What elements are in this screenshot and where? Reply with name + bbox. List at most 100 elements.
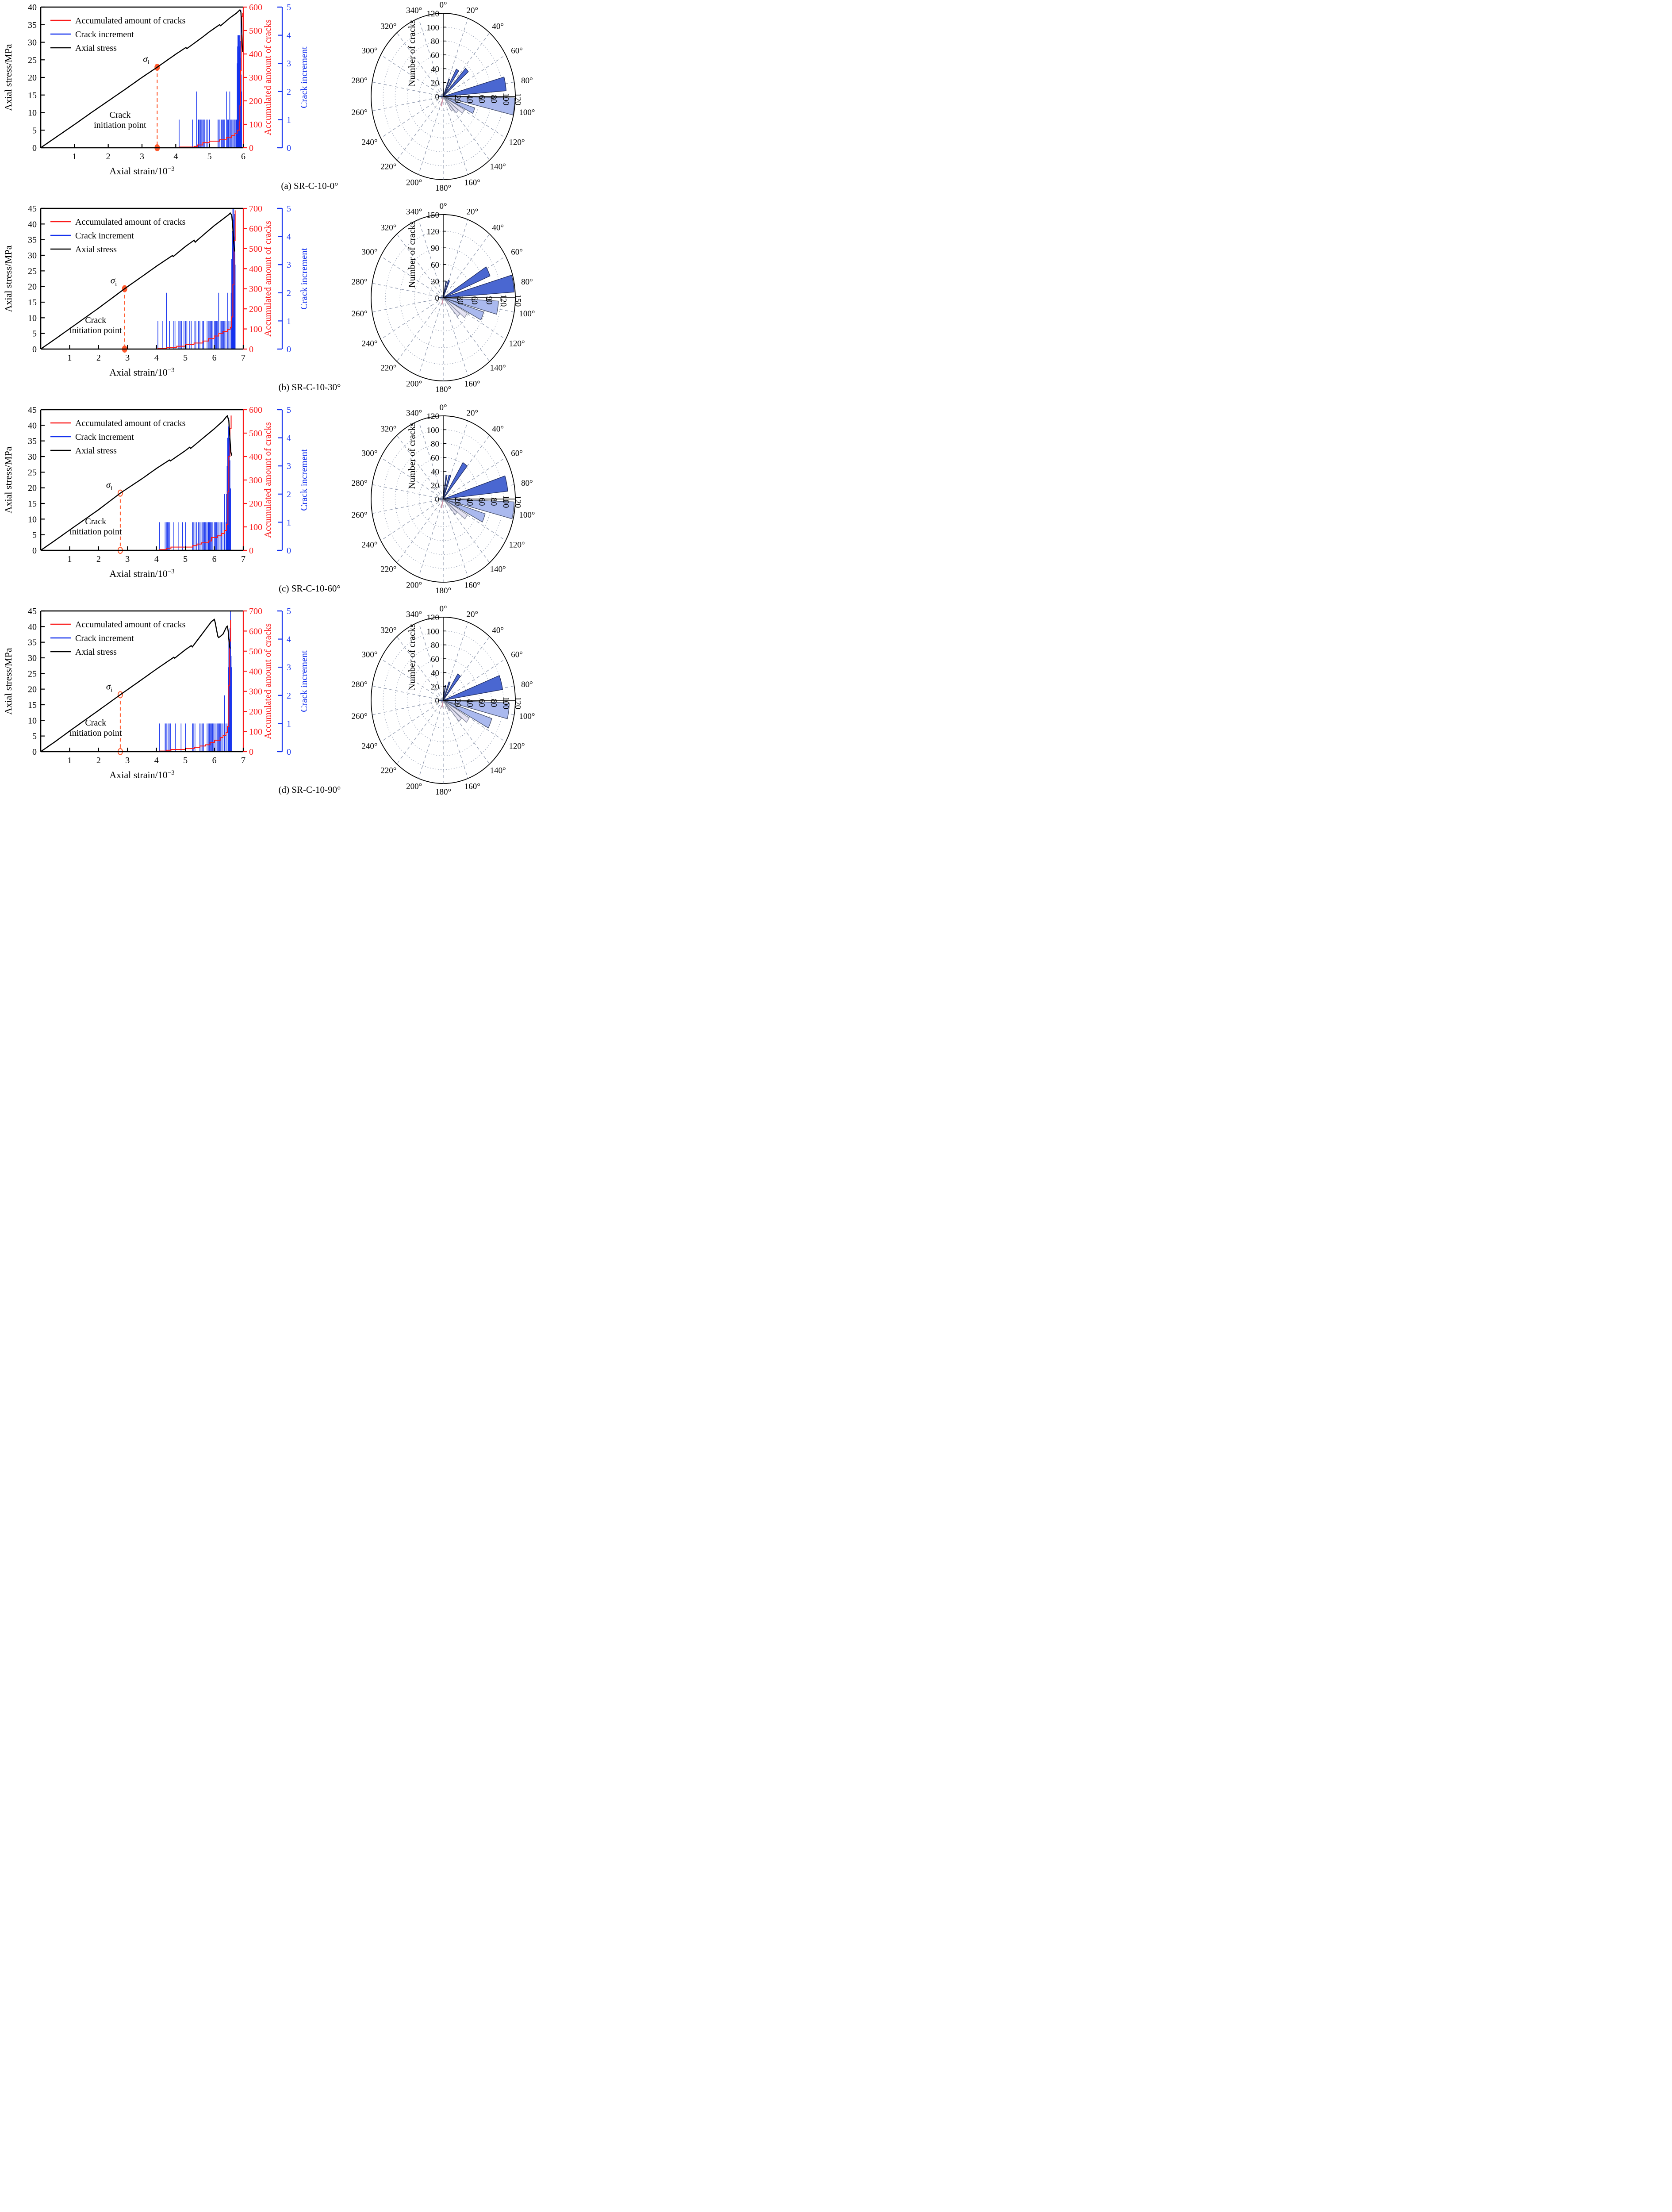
svg-text:20°: 20° [466, 207, 478, 217]
svg-text:240°: 240° [361, 138, 377, 147]
svg-text:60: 60 [431, 453, 439, 463]
svg-text:Accumulated amount of cracks: Accumulated amount of cracks [262, 19, 273, 135]
svg-text:180°: 180° [435, 787, 451, 796]
svg-text:400: 400 [249, 667, 262, 676]
svg-text:120°: 120° [509, 741, 525, 751]
svg-text:180°: 180° [435, 385, 451, 393]
svg-text:120: 120 [513, 93, 522, 106]
svg-text:600: 600 [249, 224, 262, 234]
svg-text:0: 0 [249, 546, 253, 556]
svg-text:0: 0 [32, 345, 37, 354]
svg-text:40°: 40° [492, 223, 504, 233]
caption-d: (d) SR-C-10-90° [278, 784, 341, 795]
svg-text:5: 5 [287, 607, 291, 616]
svg-text:0: 0 [435, 495, 440, 504]
svg-text:0: 0 [249, 143, 253, 153]
svg-text:0: 0 [435, 92, 440, 102]
svg-text:15: 15 [28, 91, 37, 100]
svg-text:5: 5 [32, 126, 37, 135]
svg-text:700: 700 [249, 204, 262, 214]
svg-text:80: 80 [489, 95, 499, 104]
svg-text:1: 1 [72, 152, 77, 161]
svg-text:40: 40 [28, 3, 37, 12]
svg-text:240°: 240° [361, 540, 377, 549]
svg-text:7: 7 [241, 554, 245, 564]
svg-text:600: 600 [249, 3, 262, 12]
svg-text:0°: 0° [439, 1, 447, 10]
svg-text:0: 0 [249, 345, 253, 354]
svg-text:4: 4 [287, 31, 291, 41]
svg-text:40: 40 [431, 467, 439, 476]
svg-text:4: 4 [154, 756, 159, 765]
svg-text:300°: 300° [361, 46, 377, 56]
svg-text:Accumulated amount of cracks: Accumulated amount of cracks [262, 623, 273, 739]
svg-text:2: 2 [287, 691, 291, 701]
caption-c: (c) SR-C-10-60° [279, 583, 341, 594]
svg-text:5: 5 [287, 405, 291, 415]
svg-text:340°: 340° [406, 409, 422, 418]
svg-text:1: 1 [287, 518, 291, 527]
svg-text:4: 4 [173, 152, 178, 161]
svg-text:0°: 0° [439, 605, 447, 614]
svg-text:120°: 120° [509, 540, 525, 549]
svg-text:40: 40 [431, 65, 439, 74]
svg-text:5: 5 [183, 756, 188, 765]
svg-text:220°: 220° [380, 162, 396, 171]
svg-text:Crack increment: Crack increment [75, 30, 134, 39]
svg-text:90: 90 [431, 244, 439, 253]
svg-text:160°: 160° [464, 379, 480, 388]
svg-text:10: 10 [28, 515, 37, 524]
svg-text:Axial stress/MPa: Axial stress/MPa [3, 446, 14, 513]
svg-text:200: 200 [249, 707, 262, 717]
svg-text:100°: 100° [519, 712, 535, 721]
svg-text:160°: 160° [464, 782, 480, 791]
svg-text:Axial stress/MPa: Axial stress/MPa [3, 245, 14, 312]
svg-text:40: 40 [28, 622, 37, 632]
svg-text:160°: 160° [464, 580, 480, 590]
svg-text:500: 500 [249, 429, 262, 438]
svg-text:60: 60 [477, 699, 487, 707]
svg-text:30: 30 [431, 277, 439, 286]
svg-text:260°: 260° [352, 108, 368, 117]
svg-text:30: 30 [28, 38, 37, 48]
svg-text:320°: 320° [380, 223, 396, 233]
svg-text:60°: 60° [511, 449, 523, 458]
svg-text:Axial stress: Axial stress [75, 446, 117, 456]
svg-text:40: 40 [465, 95, 474, 104]
svg-text:200: 200 [249, 96, 262, 106]
svg-text:Accumulated amount of cracks: Accumulated amount of cracks [262, 221, 273, 337]
svg-text:initiation point: initiation point [94, 120, 146, 130]
svg-text:3: 3 [287, 461, 291, 471]
svg-text:300: 300 [249, 73, 262, 83]
svg-text:20: 20 [28, 484, 37, 493]
svg-text:2: 2 [287, 490, 291, 499]
svg-text:4: 4 [154, 554, 159, 564]
svg-text:30: 30 [28, 653, 37, 663]
svg-text:σi: σi [106, 681, 112, 693]
svg-text:Axial stress: Axial stress [75, 245, 117, 254]
svg-text:100: 100 [427, 23, 440, 32]
svg-text:Accumulated amount of cracks: Accumulated amount of cracks [75, 419, 186, 428]
svg-text:140°: 140° [490, 766, 506, 775]
svg-text:140°: 140° [490, 565, 506, 574]
svg-text:Crack: Crack [85, 718, 106, 728]
svg-text:6: 6 [212, 353, 217, 363]
svg-text:initiation point: initiation point [69, 326, 122, 335]
svg-text:20: 20 [28, 685, 37, 695]
svg-text:120: 120 [427, 412, 440, 421]
svg-text:1: 1 [287, 719, 291, 729]
svg-text:40°: 40° [492, 22, 504, 31]
svg-text:Number of cracks: Number of cracks [406, 221, 417, 288]
svg-text:240°: 240° [361, 339, 377, 348]
svg-text:30: 30 [456, 296, 465, 305]
svg-text:1: 1 [67, 756, 72, 765]
caption-a: (a) SR-C-10-0° [281, 180, 338, 191]
svg-text:5: 5 [287, 3, 291, 12]
svg-text:60: 60 [477, 498, 487, 506]
svg-text:5: 5 [183, 353, 188, 363]
svg-text:Axial strain/10−3: Axial strain/10−3 [109, 165, 174, 177]
